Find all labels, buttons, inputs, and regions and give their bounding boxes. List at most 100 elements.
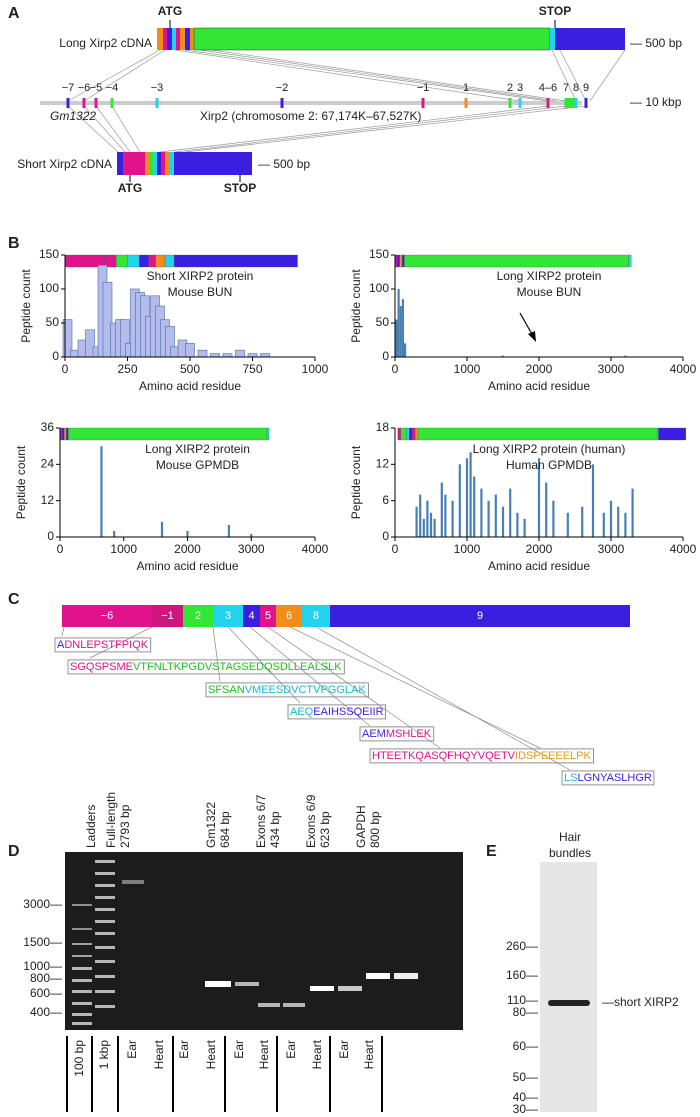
marker-label: 60— <box>513 1039 538 1053</box>
chart-title: Long XIRP2 protein <box>497 269 602 283</box>
peptide: SGQSPSMEVTFNLTKPGDVSTAGSEDQSDLLEALSLK <box>70 661 342 673</box>
ladder-label: 1000— <box>23 959 62 973</box>
gene-label: Xirp2 (chromosome 2: 67,174K–67,527K) <box>200 109 421 123</box>
exon-segment <box>243 605 260 627</box>
exon-segment <box>260 605 276 627</box>
bar <box>399 306 402 357</box>
exon <box>564 98 577 108</box>
lane-label: 434 bp <box>268 811 282 848</box>
exon <box>508 98 512 108</box>
bar <box>458 464 461 537</box>
domain-segment <box>412 427 416 441</box>
domain-segment <box>139 254 149 268</box>
stop-label: STOP <box>224 181 256 195</box>
bar <box>160 521 164 537</box>
domain-segment <box>148 254 156 268</box>
chart-title: Short XIRP2 protein <box>147 269 254 283</box>
bar <box>473 476 476 537</box>
lane-label: 2793 bp <box>118 804 132 848</box>
lane-label: 1 kbp <box>97 1040 111 1070</box>
peptide-part: SFSAN <box>208 684 245 696</box>
peptide-part: VTFNLTKPGDVSTAGSEDQSDLLEALSLK <box>133 661 342 673</box>
peptide-part: A <box>57 639 65 651</box>
peptide-part: DNLEPSTFPIQK <box>64 639 148 651</box>
exon-segment <box>302 605 330 627</box>
lane-label: Heart <box>204 1039 218 1069</box>
lane-label: 623 bp <box>318 811 332 848</box>
domain-segment <box>127 254 140 268</box>
lane-label: Ear <box>284 1040 298 1059</box>
panel-label: E <box>486 843 497 860</box>
x-tick-label: 3000 <box>238 542 265 556</box>
peptide-box <box>359 726 435 742</box>
y-tick-label: 50 <box>46 315 60 329</box>
y-tick-label: 150 <box>39 247 59 261</box>
arrow-head <box>528 331 536 342</box>
panel-e: —short XIRP2 Hair bundles 260— 160— 110—80— 6… <box>506 830 679 1116</box>
bar <box>451 500 454 537</box>
peptide-part: HTEETKQASQFHQYVQETV <box>372 750 516 762</box>
bar <box>465 458 469 537</box>
bar <box>631 488 634 537</box>
long-cdna-label: Long Xirp2 cDNA <box>59 36 152 50</box>
exon <box>82 98 86 108</box>
y-tick-label: 0 <box>47 529 54 543</box>
domain-segment <box>628 254 632 268</box>
exon <box>464 98 468 108</box>
panel-d: Ladders Full-length 2793 bp Gm1322 684 bp Exo… <box>23 792 463 1112</box>
bar <box>509 488 512 537</box>
x-tick-label: 3000 <box>598 542 625 556</box>
bar <box>429 512 433 537</box>
lane-title: Hair <box>559 830 581 844</box>
bar <box>444 494 447 537</box>
lane-label: 800 bp <box>368 811 382 848</box>
segment-label: 9 <box>477 610 483 622</box>
x-tick-label: 1000 <box>302 362 329 376</box>
peptide-part: VMEESDVCTVPGGLAK <box>245 684 367 696</box>
bar <box>222 353 233 358</box>
bar <box>433 518 436 537</box>
lane-label: 684 bp <box>218 811 232 848</box>
peptide: ADNLEPSTFPIQK <box>57 639 149 651</box>
lane-label: Heart <box>257 1039 271 1069</box>
gene-label: Gm1322 <box>50 109 96 123</box>
lane-label: Exons 6/7 <box>254 794 268 848</box>
domain-segment <box>656 427 659 441</box>
domain-segment <box>404 254 629 268</box>
domain-segment <box>397 427 401 441</box>
segment-label: −6 <box>101 610 114 622</box>
domain-segment <box>399 254 403 268</box>
bar <box>552 500 555 537</box>
bar <box>235 349 245 358</box>
y-axis-label: Peptide count <box>19 269 33 343</box>
exon-label: 3 <box>517 82 523 94</box>
exon <box>280 98 284 108</box>
peptide-part: MSHLEK <box>386 728 432 740</box>
band-label: —short XIRP2 <box>602 995 679 1009</box>
peptide-part: AEQ <box>290 706 314 718</box>
bar <box>624 355 627 357</box>
y-tick-label: 0 <box>382 349 389 363</box>
bar <box>624 512 627 537</box>
segment-label: 4 <box>248 610 254 622</box>
domain-segment <box>266 427 270 441</box>
marker-label: 160— <box>506 968 538 982</box>
exon-label: −4 <box>106 82 119 94</box>
ladder-label: 800— <box>30 971 62 985</box>
chart-subtitle: Mouse BUN <box>168 285 233 299</box>
y-tick-label: 12 <box>41 493 55 507</box>
peptide-part: SGQSPSME <box>70 661 133 673</box>
peptide: HTEETKQASQFHQYVQETVIDSPEEEELPK <box>372 750 592 762</box>
x-tick-label: 750 <box>242 362 262 376</box>
exon <box>110 98 114 108</box>
peptide: AEMMSHLEK <box>362 728 432 740</box>
lane-label: Heart <box>310 1039 324 1069</box>
y-tick-label: 0 <box>382 529 389 543</box>
x-axis-label: Amino acid residue <box>488 559 590 573</box>
x-tick-label: 3000 <box>598 362 625 376</box>
bar <box>537 458 541 537</box>
bar <box>566 512 569 537</box>
exon-segment <box>62 605 152 627</box>
y-tick-label: 24 <box>41 457 55 471</box>
